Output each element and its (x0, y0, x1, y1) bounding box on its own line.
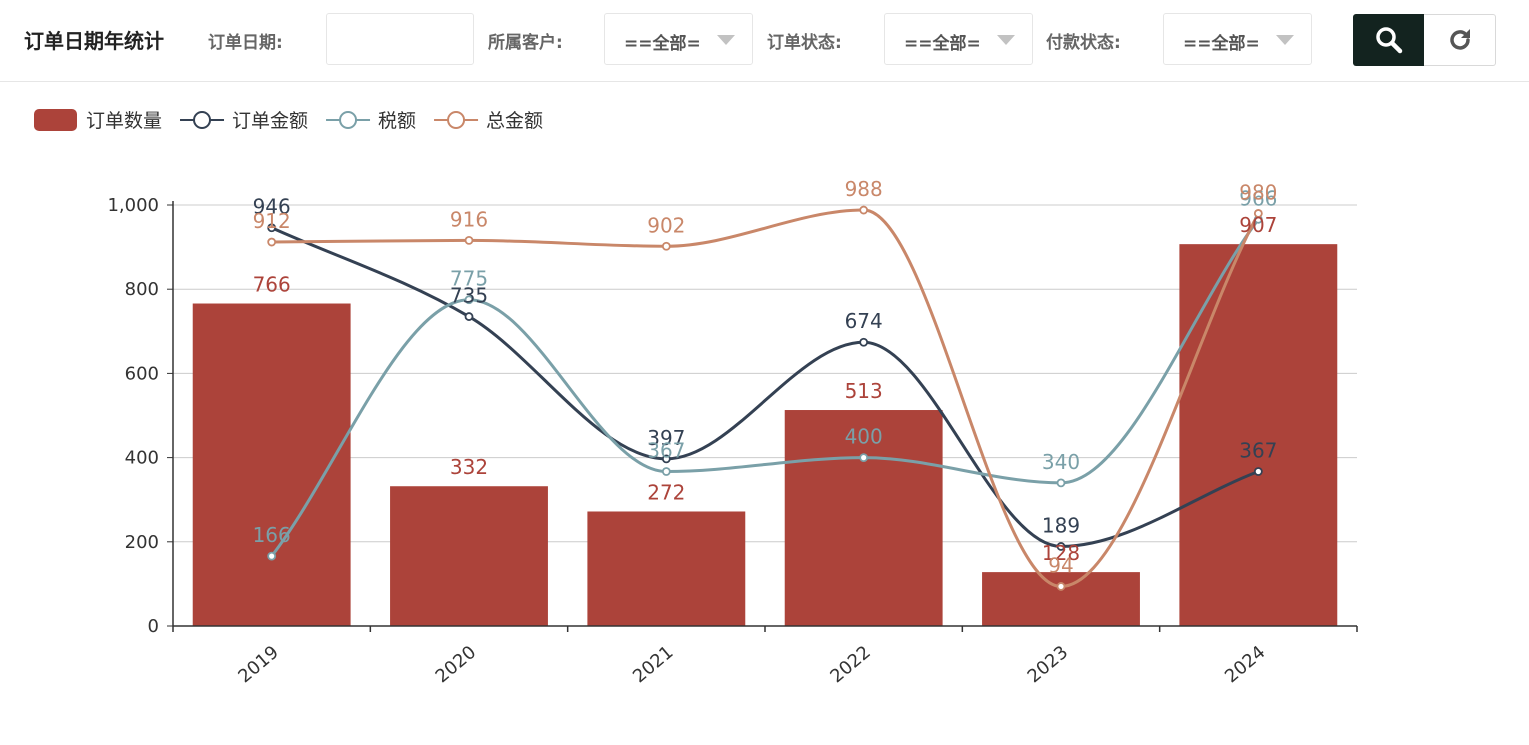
series-line (270, 218, 1260, 558)
y-tick-label: 800 (125, 279, 159, 300)
customer-label: 所属客户: (488, 33, 563, 53)
data-label: 966 (1239, 186, 1277, 210)
search-button[interactable] (1353, 14, 1425, 66)
payment-status-select[interactable]: ==全部= (1163, 13, 1312, 65)
filter-toolbar: 订单日期年统计 订单日期: 所属客户: ==全部= 订单状态: ==全部= 付款… (0, 0, 1529, 82)
order-status-label: 订单状态: (767, 33, 842, 53)
data-label: 367 (1239, 438, 1277, 462)
data-label: 128 (1042, 541, 1080, 565)
x-tick-label: 2023 (1024, 642, 1073, 688)
data-label: 766 (253, 273, 291, 297)
bar (587, 511, 746, 626)
bar (390, 486, 548, 626)
data-label: 980 (1239, 180, 1277, 204)
refresh-button[interactable] (1424, 14, 1496, 66)
legend-label: 总金额 (486, 110, 543, 132)
legend-label: 订单金额 (232, 110, 308, 132)
data-point (661, 241, 671, 251)
refresh-icon (1449, 29, 1470, 50)
data-label: 340 (1042, 450, 1080, 474)
y-tick-label: 200 (125, 532, 159, 553)
x-tick-label: 2020 (432, 642, 481, 688)
legend-marker (193, 111, 212, 129)
data-point (859, 337, 869, 347)
y-tick-label: 0 (148, 616, 159, 637)
data-point (1056, 478, 1066, 488)
data-label: 94 (1048, 553, 1073, 577)
search-icon (1376, 27, 1403, 54)
data-label: 272 (647, 480, 685, 504)
bar (192, 303, 351, 626)
x-tick-label: 2019 (234, 642, 283, 688)
y-tick-label: 400 (125, 448, 159, 469)
legend-marker (339, 111, 358, 129)
data-point (464, 312, 474, 321)
data-label: 988 (845, 177, 883, 201)
data-label: 189 (1042, 513, 1080, 537)
bar (784, 410, 943, 626)
x-tick-label: 2021 (629, 642, 678, 688)
chevron-down-icon (717, 35, 735, 45)
data-label: 907 (1239, 213, 1277, 237)
payment-status-select-value: ==全部= (1183, 34, 1260, 54)
y-tick-label: 1,000 (107, 195, 159, 216)
data-label: 916 (450, 207, 488, 231)
data-point (267, 551, 277, 561)
data-point (464, 295, 474, 305)
order-date-input[interactable] (326, 13, 474, 65)
data-point (267, 237, 277, 247)
data-label: 400 (845, 425, 883, 449)
data-label: 513 (845, 379, 883, 403)
data-label: 946 (253, 195, 291, 219)
data-label: 912 (253, 209, 291, 233)
data-point (661, 467, 671, 476)
payment-status-label: 付款状态: (1046, 33, 1121, 53)
legend-label: 税额 (378, 110, 416, 132)
data-label: 166 (253, 523, 291, 547)
legend-label: 订单数量 (86, 110, 162, 132)
data-label: 775 (450, 267, 488, 291)
data-point (267, 223, 277, 233)
chevron-down-icon (997, 35, 1015, 45)
data-point (1253, 209, 1263, 218)
data-point (859, 453, 869, 463)
data-label: 367 (647, 438, 685, 462)
data-point (859, 205, 869, 215)
legend-marker (447, 111, 466, 129)
series-line (271, 226, 1259, 548)
data-point (1253, 467, 1263, 476)
bar (982, 572, 1140, 626)
page-title: 订单日期年统计 (24, 29, 164, 53)
data-point (464, 235, 474, 245)
data-label: 332 (450, 455, 488, 479)
data-point (1056, 542, 1066, 551)
data-point (661, 454, 671, 464)
data-label: 674 (845, 309, 883, 333)
data-point (1056, 582, 1066, 591)
bar (1179, 244, 1338, 626)
x-tick-label: 2022 (826, 642, 875, 688)
legend-swatch (34, 109, 77, 131)
customer-select[interactable]: ==全部= (604, 13, 753, 65)
y-tick-label: 600 (125, 363, 159, 384)
order-status-select-value: ==全部= (904, 34, 981, 54)
chevron-down-icon (1276, 35, 1294, 45)
chart: 0 200 400 600 800 1,000 2019 2020 2021 2022 2023 20… (34, 109, 1358, 688)
data-label: 735 (450, 284, 488, 308)
data-label: 902 (647, 213, 685, 237)
order-status-select[interactable]: ==全部= (884, 13, 1033, 65)
x-tick-label: 2024 (1221, 642, 1270, 688)
order-date-label: 订单日期: (208, 33, 283, 53)
data-label: 397 (647, 426, 685, 450)
customer-select-value: ==全部= (624, 34, 701, 54)
